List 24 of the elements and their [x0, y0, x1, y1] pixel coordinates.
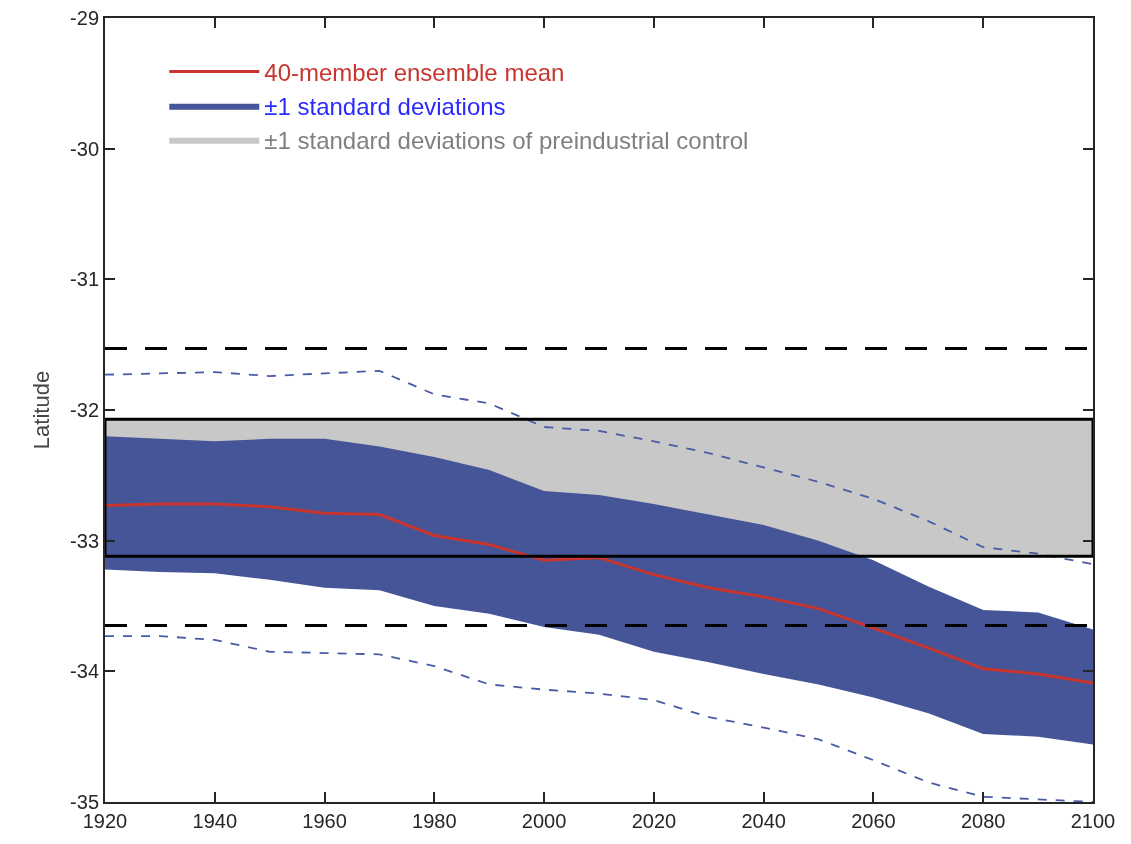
line-series [105, 635, 1093, 802]
legend-label: ±1 standard deviations of preindustrial control [264, 127, 749, 155]
x-tick-label: 2040 [741, 810, 786, 832]
y-tick-label: -33 [70, 529, 99, 552]
x-tick-label: 2020 [631, 810, 677, 832]
x-tick-label: 1960 [302, 810, 347, 832]
y-tick-label: -31 [70, 268, 99, 291]
x-tick-label: 2000 [521, 810, 567, 832]
x-tick-label: 1940 [192, 810, 238, 832]
x-tick-label: 2060 [851, 810, 896, 832]
y-tick-label: -30 [70, 137, 99, 160]
y-tick-label: -32 [70, 399, 99, 421]
x-tick-label: 2080 [960, 810, 1006, 832]
y-tick-label: -35 [70, 791, 99, 813]
y-axis-title: Latitude [29, 370, 55, 450]
line-series [105, 369, 1093, 566]
y-tick-label: -29 [70, 7, 99, 29]
line-series [105, 502, 1093, 685]
x-tick-label: 1980 [412, 810, 457, 832]
y-tick-label: -34 [70, 660, 99, 683]
legend-label: 40-member ensemble mean [264, 58, 565, 86]
x-tick-label: 1920 [82, 810, 128, 832]
annotation: ±1 standard deviations [264, 93, 506, 121]
x-tick-label: 2100 [1070, 810, 1116, 832]
